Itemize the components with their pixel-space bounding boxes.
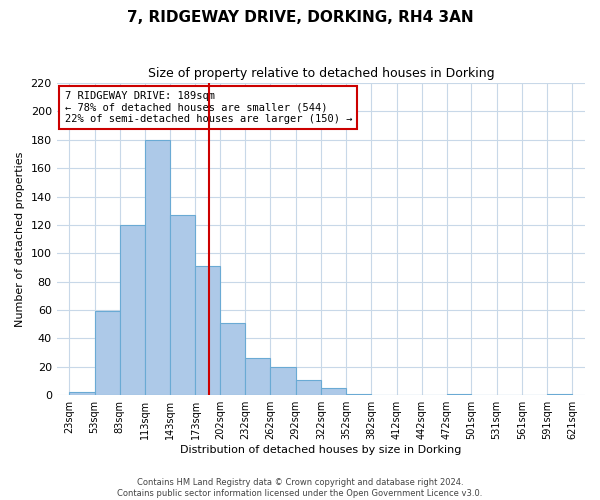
- Bar: [447, 394, 472, 395]
- Text: Contains HM Land Registry data © Crown copyright and database right 2024.
Contai: Contains HM Land Registry data © Crown c…: [118, 478, 482, 498]
- Bar: [547, 394, 572, 395]
- Bar: [296, 380, 321, 395]
- Bar: [95, 312, 120, 395]
- Bar: [271, 367, 296, 395]
- Bar: [346, 394, 371, 395]
- Bar: [170, 215, 196, 395]
- Bar: [245, 358, 271, 395]
- Text: 7, RIDGEWAY DRIVE, DORKING, RH4 3AN: 7, RIDGEWAY DRIVE, DORKING, RH4 3AN: [127, 10, 473, 25]
- Title: Size of property relative to detached houses in Dorking: Size of property relative to detached ho…: [148, 68, 494, 80]
- Bar: [145, 140, 170, 395]
- Bar: [120, 225, 145, 395]
- Text: 7 RIDGEWAY DRIVE: 189sqm
← 78% of detached houses are smaller (544)
22% of semi-: 7 RIDGEWAY DRIVE: 189sqm ← 78% of detach…: [65, 91, 352, 124]
- Bar: [196, 266, 220, 395]
- Bar: [69, 392, 95, 395]
- Bar: [321, 388, 346, 395]
- Bar: [220, 323, 245, 395]
- X-axis label: Distribution of detached houses by size in Dorking: Distribution of detached houses by size …: [180, 445, 461, 455]
- Y-axis label: Number of detached properties: Number of detached properties: [15, 152, 25, 327]
